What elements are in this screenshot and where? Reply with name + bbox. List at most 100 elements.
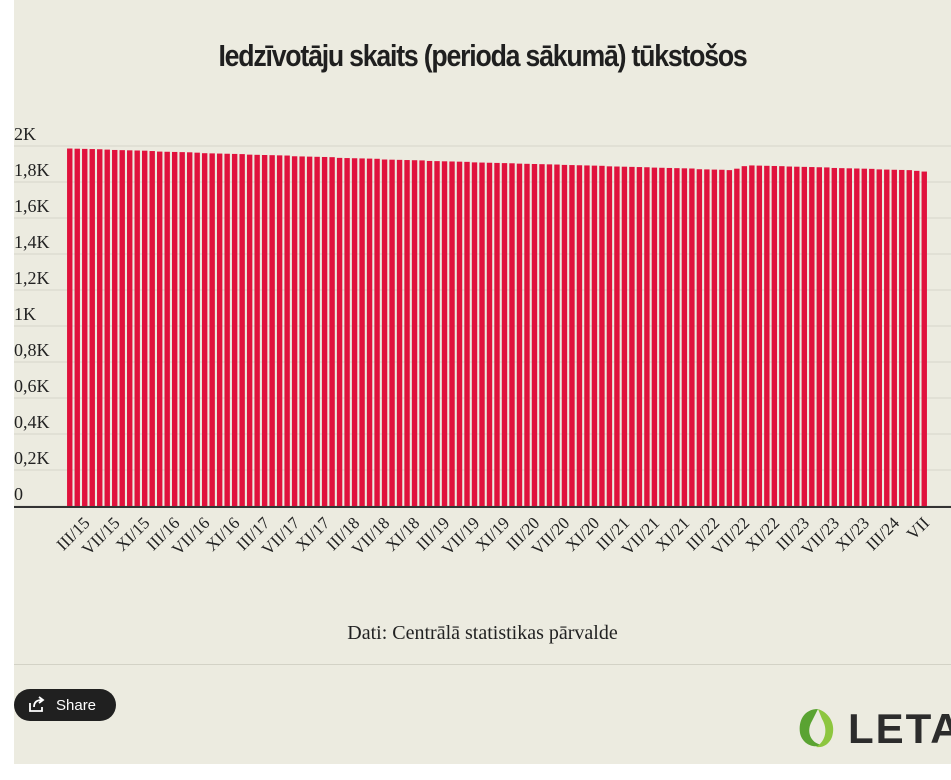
bar[interactable] <box>614 166 620 506</box>
bar[interactable] <box>666 167 673 506</box>
bar[interactable] <box>471 162 478 506</box>
bar[interactable] <box>486 162 493 507</box>
bar[interactable] <box>494 162 500 507</box>
bar[interactable] <box>501 163 508 506</box>
bar[interactable] <box>104 149 110 506</box>
bar[interactable] <box>441 161 448 507</box>
bar[interactable] <box>681 168 688 506</box>
bar[interactable] <box>127 150 133 506</box>
bar[interactable] <box>112 149 118 506</box>
bar[interactable] <box>696 169 703 506</box>
bar[interactable] <box>569 165 575 506</box>
bar[interactable] <box>269 155 275 506</box>
share-button[interactable]: Share <box>14 689 116 721</box>
bar[interactable] <box>89 149 95 506</box>
bar[interactable] <box>396 159 403 507</box>
bar[interactable] <box>411 160 418 506</box>
bar[interactable] <box>314 156 320 507</box>
bar[interactable] <box>809 167 815 506</box>
bar[interactable] <box>306 156 313 506</box>
bar[interactable] <box>906 170 912 506</box>
bar[interactable] <box>854 168 860 507</box>
bar[interactable] <box>524 163 530 506</box>
bar[interactable] <box>449 161 455 507</box>
bar[interactable] <box>366 158 373 506</box>
bar[interactable] <box>464 161 470 506</box>
bar[interactable] <box>351 158 358 507</box>
bar[interactable] <box>344 158 350 506</box>
bar[interactable] <box>509 163 515 506</box>
bar[interactable] <box>156 151 163 506</box>
bar[interactable] <box>134 150 140 507</box>
bar[interactable] <box>869 168 875 507</box>
bar[interactable] <box>246 154 253 506</box>
bar[interactable] <box>426 160 433 506</box>
bar[interactable] <box>726 170 733 506</box>
bar[interactable] <box>561 164 568 506</box>
bar[interactable] <box>741 166 748 506</box>
bar[interactable] <box>82 148 88 506</box>
bar[interactable] <box>674 168 680 506</box>
bar[interactable] <box>97 149 103 507</box>
bar[interactable] <box>299 156 305 506</box>
bar[interactable] <box>186 152 193 507</box>
bar[interactable] <box>149 151 155 507</box>
bar[interactable] <box>329 157 335 506</box>
bar[interactable] <box>359 158 365 507</box>
bar[interactable] <box>839 168 845 506</box>
bar[interactable] <box>419 160 425 506</box>
bar[interactable] <box>584 165 590 506</box>
bar[interactable] <box>261 155 268 506</box>
bar[interactable] <box>644 167 650 507</box>
bar[interactable] <box>164 151 170 506</box>
bar[interactable] <box>516 163 523 506</box>
bar[interactable] <box>576 165 583 506</box>
bar[interactable] <box>142 150 148 506</box>
bar[interactable] <box>381 159 388 507</box>
bar[interactable] <box>794 166 800 506</box>
bar[interactable] <box>389 159 395 506</box>
bar[interactable] <box>194 152 200 506</box>
bar[interactable] <box>539 164 545 506</box>
bar[interactable] <box>921 171 927 506</box>
bar[interactable] <box>209 153 215 506</box>
bar[interactable] <box>876 169 882 506</box>
bar[interactable] <box>321 156 328 507</box>
bar[interactable] <box>891 169 897 506</box>
bar[interactable] <box>171 151 178 506</box>
bar[interactable] <box>239 154 245 506</box>
bar[interactable] <box>606 166 613 506</box>
bar[interactable] <box>456 161 463 506</box>
bar[interactable] <box>119 150 125 506</box>
bar[interactable] <box>749 165 755 506</box>
bar[interactable] <box>179 152 185 506</box>
bar[interactable] <box>914 170 920 506</box>
bar[interactable] <box>651 167 658 506</box>
bar[interactable] <box>884 169 890 506</box>
bar[interactable] <box>276 155 283 507</box>
bar[interactable] <box>771 165 778 507</box>
bar[interactable] <box>659 167 665 506</box>
bar[interactable] <box>899 169 905 506</box>
bar[interactable] <box>734 168 740 506</box>
bar[interactable] <box>254 154 260 506</box>
bar[interactable] <box>434 161 440 506</box>
bar[interactable] <box>621 166 628 506</box>
bar[interactable] <box>546 164 553 507</box>
bar[interactable] <box>74 148 80 506</box>
bar[interactable] <box>231 153 238 507</box>
bar[interactable] <box>704 169 710 506</box>
bar[interactable] <box>284 155 290 507</box>
bar[interactable] <box>336 157 343 506</box>
bar[interactable] <box>764 165 770 507</box>
bar[interactable] <box>801 166 808 506</box>
bar[interactable] <box>216 153 223 506</box>
bar[interactable] <box>831 167 838 506</box>
bar[interactable] <box>479 162 485 506</box>
bar[interactable] <box>711 169 718 506</box>
bar[interactable] <box>404 160 410 507</box>
bar[interactable] <box>629 166 635 506</box>
bar[interactable] <box>554 164 560 507</box>
bar[interactable] <box>531 164 538 506</box>
bar[interactable] <box>824 167 830 507</box>
